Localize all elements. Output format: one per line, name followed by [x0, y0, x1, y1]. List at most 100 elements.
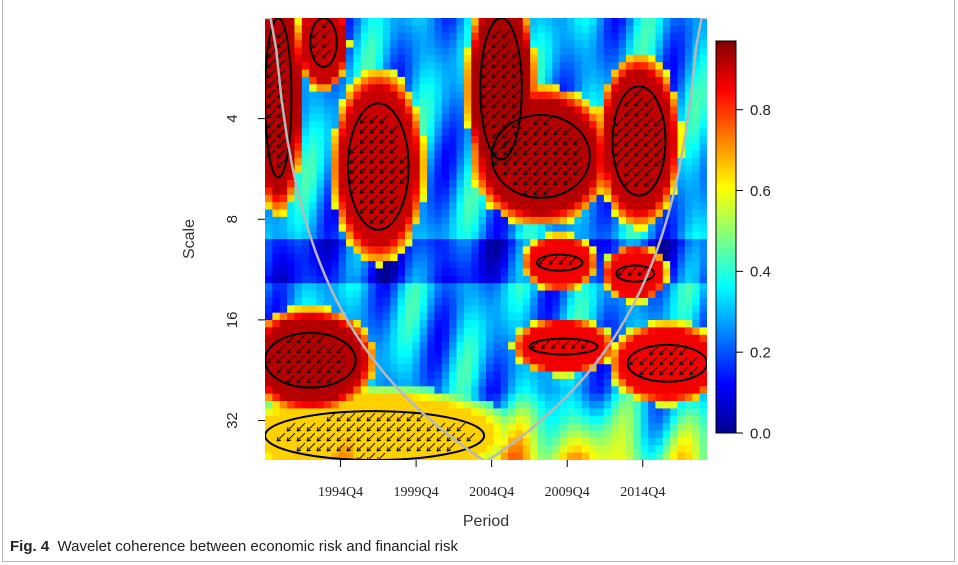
heatmap-cell — [323, 246, 332, 255]
heatmap-cell — [633, 297, 642, 306]
heatmap-cell — [463, 275, 472, 284]
heatmap-cell — [338, 121, 347, 130]
heatmap-cell — [279, 297, 288, 306]
heatmap-cell — [404, 312, 413, 321]
heatmap-cell — [323, 172, 332, 181]
x-axis-label: Period — [463, 513, 509, 530]
heatmap-cell — [478, 172, 487, 181]
heatmap-cell — [552, 194, 561, 203]
heatmap-cell — [699, 157, 707, 166]
heatmap-cell — [486, 415, 494, 424]
heatmap-cell — [382, 275, 391, 284]
heatmap-cell — [301, 121, 310, 130]
heatmap-cell — [574, 452, 583, 460]
heatmap-cell — [692, 305, 701, 314]
heatmap-cell — [309, 84, 318, 93]
heatmap-cell — [404, 349, 413, 358]
heatmap-cell — [493, 194, 502, 203]
heatmap-cell — [508, 312, 517, 321]
heatmap-cell — [323, 54, 332, 63]
heatmap-cell — [603, 209, 612, 218]
heatmap-cell — [500, 202, 509, 211]
heatmap-cell — [611, 371, 620, 380]
heatmap-cell — [567, 209, 575, 218]
heatmap-cell — [323, 165, 332, 174]
heatmap-cell — [589, 113, 598, 122]
heatmap-cell — [522, 401, 531, 410]
heatmap-cell — [397, 305, 406, 314]
heatmap-cell — [404, 364, 413, 373]
phase-arrow — [614, 147, 623, 157]
heatmap-cell — [508, 194, 517, 203]
heatmap-cell — [419, 99, 428, 107]
heatmap-cell — [574, 408, 583, 417]
heatmap-cell — [316, 172, 325, 181]
heatmap-cell — [544, 91, 553, 100]
heatmap-cell — [346, 47, 354, 56]
heatmap-cell — [294, 54, 303, 63]
heatmap-cell — [603, 54, 612, 63]
phase-arrow — [493, 156, 503, 166]
heatmap-cell — [471, 47, 480, 56]
phase-arrow — [389, 164, 399, 174]
heatmap-cell — [316, 445, 325, 454]
heatmap-cell — [537, 121, 546, 130]
heatmap-cell — [397, 32, 406, 41]
phase-arrow — [426, 432, 436, 442]
heatmap-cell — [633, 334, 642, 343]
heatmap-cell — [508, 157, 517, 166]
heatmap-cell — [574, 209, 583, 218]
phase-arrow — [553, 166, 563, 176]
heatmap-cell — [603, 32, 612, 41]
heatmap-cell — [684, 25, 693, 34]
heatmap-cell — [360, 283, 369, 292]
heatmap-cell — [486, 261, 494, 270]
heatmap-cell — [368, 135, 377, 144]
heatmap-cell — [603, 437, 612, 446]
heatmap-cell — [478, 76, 487, 85]
heatmap-cell — [677, 423, 686, 432]
phase-arrow — [359, 124, 369, 134]
heatmap-cell — [390, 54, 399, 63]
heatmap-cell — [655, 356, 664, 365]
heatmap-cell — [655, 305, 664, 314]
heatmap-cell — [486, 305, 494, 314]
heatmap-cell — [670, 54, 679, 63]
heatmap-cell — [670, 268, 679, 277]
heatmap-cell — [559, 32, 568, 41]
heatmap-cell — [471, 283, 480, 292]
heatmap-cell — [655, 283, 664, 292]
heatmap-cell — [677, 194, 686, 203]
heatmap-cell — [471, 275, 480, 284]
heatmap-cell — [618, 187, 627, 196]
heatmap-cell — [478, 445, 487, 454]
heatmap-cell — [375, 386, 384, 395]
heatmap-cell — [279, 135, 288, 144]
phase-arrow — [296, 374, 306, 384]
heatmap-cell — [522, 378, 531, 387]
heatmap-cell — [567, 157, 575, 166]
heatmap-cell — [515, 157, 524, 166]
heatmap-cell — [434, 25, 443, 34]
heatmap-cell — [294, 312, 303, 321]
heatmap-cell — [522, 268, 531, 277]
heatmap-cell — [648, 216, 657, 225]
heatmap-cell — [346, 423, 354, 432]
phase-arrow — [379, 174, 389, 184]
heatmap-cell — [655, 62, 664, 71]
heatmap-cell — [287, 25, 296, 34]
heatmap-cell — [581, 32, 590, 41]
heatmap-cell — [382, 378, 391, 387]
phase-arrow — [389, 174, 399, 184]
heatmap-cell — [368, 150, 377, 159]
heatmap-cell — [412, 121, 421, 130]
heatmap-cell — [456, 246, 465, 255]
heatmap-cell — [434, 268, 443, 277]
heatmap-cell — [611, 18, 620, 26]
heatmap-cell — [412, 172, 421, 181]
heatmap-cell — [530, 327, 539, 336]
heatmap-cell — [655, 327, 664, 336]
heatmap-cell — [441, 121, 450, 130]
heatmap-cell — [331, 180, 340, 189]
heatmap-cell — [493, 76, 502, 85]
